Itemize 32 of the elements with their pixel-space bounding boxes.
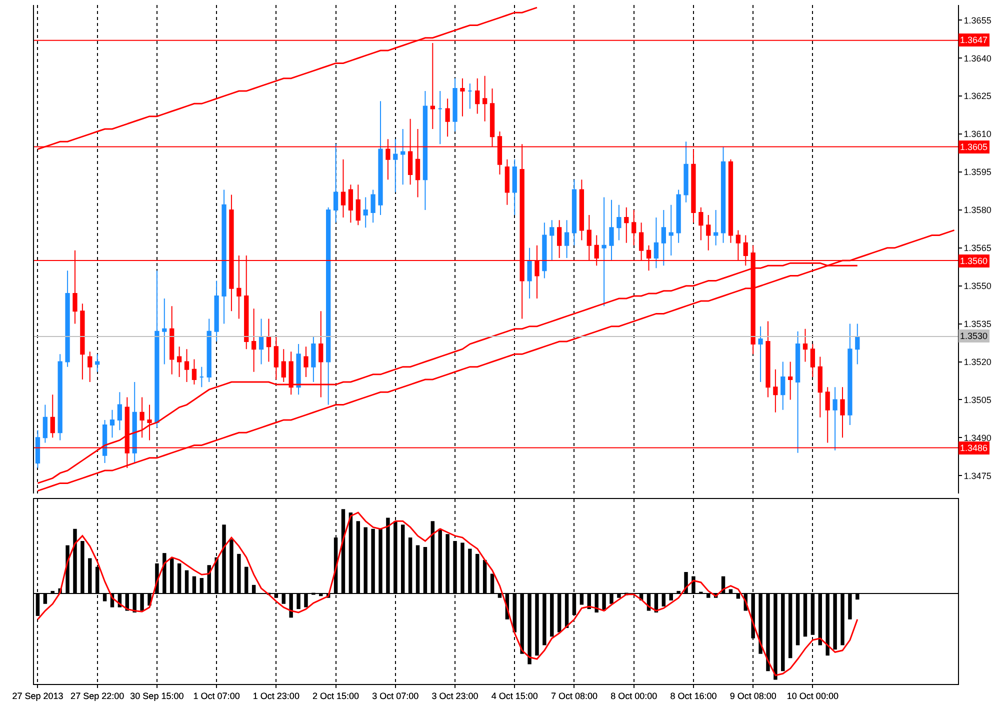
x-tick-label: 9 Oct 08:00	[730, 690, 776, 701]
ref-line-label: 1.3560	[960, 256, 988, 266]
y-tick-label: 1.3625	[964, 91, 992, 102]
y-tick-label: 1.3550	[964, 281, 992, 292]
y-tick-label: 1.3490	[964, 432, 992, 443]
x-tick-label: 4 Oct 15:00	[491, 690, 538, 701]
x-tick-label: 2 Oct 15:00	[312, 690, 360, 701]
y-tick-label: 1.3640	[964, 53, 992, 64]
y-tick-label: 1.3505	[964, 394, 992, 405]
x-tick-label: 8 Oct 16:00	[670, 690, 717, 701]
y-tick-label: 1.3565	[964, 243, 992, 254]
x-tick-label: 7 Oct 08:00	[550, 690, 598, 701]
x-tick-label: 10 Oct 00:00	[786, 690, 838, 701]
ref-line-label: 1.3647	[960, 35, 988, 45]
x-tick-label: 30 Sep 15:00	[130, 690, 184, 701]
x-tick-label: 3 Oct 07:00	[372, 690, 419, 701]
y-tick-label: 1.3655	[964, 15, 992, 26]
x-tick-label: 3 Oct 23:00	[432, 690, 478, 701]
ref-line-label: 1.3486	[960, 443, 988, 453]
y-tick-label: 1.3595	[964, 167, 992, 178]
x-tick-label: 27 Sep 2013	[12, 690, 64, 701]
x-tick-label: 1 Oct 07:00	[193, 690, 240, 701]
y-tick-label: 1.3520	[964, 356, 992, 367]
y-tick-label: 1.3610	[964, 129, 992, 140]
ref-line-label: 1.3605	[960, 142, 988, 152]
ref-line-label: 1.3530	[960, 331, 988, 341]
x-tick-label: 8 Oct 00:00	[610, 690, 658, 701]
y-tick-label: 1.3475	[964, 470, 992, 481]
y-tick-label: 1.3580	[964, 205, 992, 216]
x-tick-label: 1 Oct 23:00	[252, 690, 300, 701]
x-tick-label: 27 Sep 22:00	[70, 690, 124, 701]
y-tick-label: 1.3535	[964, 318, 992, 329]
